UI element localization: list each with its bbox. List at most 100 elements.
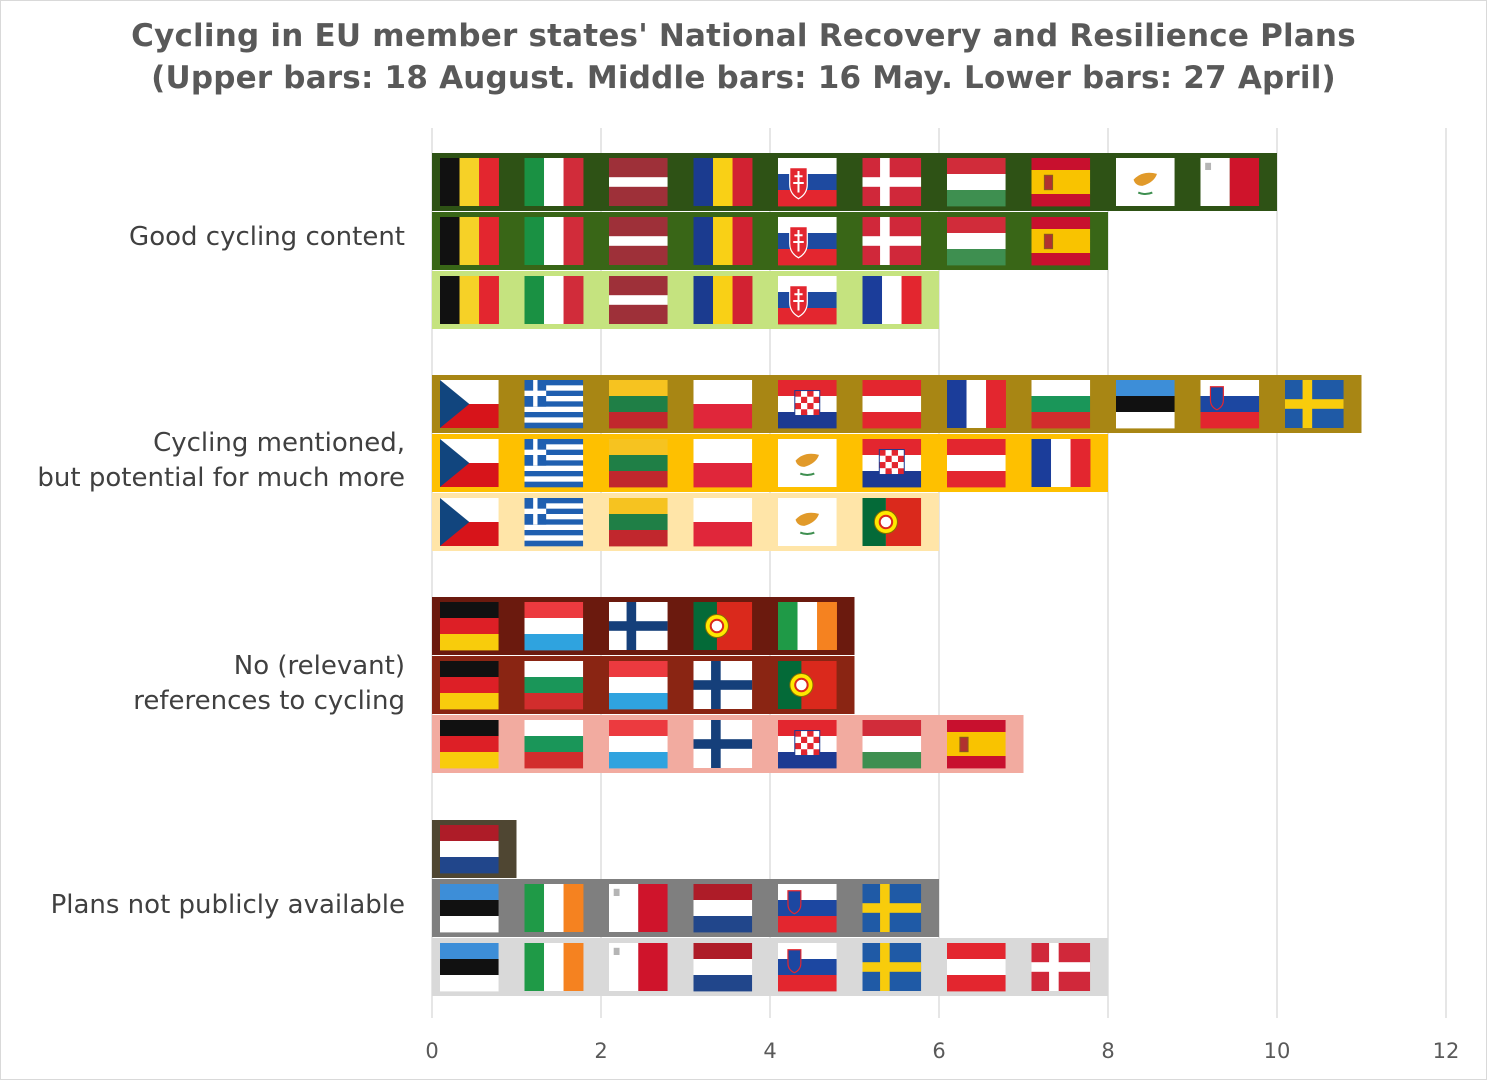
flag-mt-icon bbox=[1200, 158, 1260, 206]
flag-hu-icon bbox=[862, 720, 922, 769]
category-label-line: references to cycling bbox=[133, 686, 405, 716]
flag-sk-icon bbox=[778, 217, 837, 266]
flag-cz-icon bbox=[440, 498, 499, 546]
flag-cz-icon bbox=[440, 380, 499, 428]
flag-fi-icon bbox=[693, 661, 753, 709]
category-label-not-available: Plans not publicly available bbox=[51, 888, 405, 923]
flag-hr-icon bbox=[778, 380, 837, 429]
flag-nl-icon bbox=[440, 825, 499, 874]
flag-lu-icon bbox=[524, 602, 584, 651]
flag-nl-icon bbox=[693, 884, 753, 933]
flag-it-icon bbox=[524, 276, 584, 324]
x-tick-label: 2 bbox=[594, 1039, 607, 1063]
flag-ie-icon bbox=[778, 602, 837, 650]
flag-lt-icon bbox=[609, 380, 668, 429]
flag-cz-icon bbox=[440, 439, 499, 487]
category-label-mentioned: Cycling mentioned, but potential for much… bbox=[37, 426, 405, 496]
x-tick-label: 0 bbox=[425, 1039, 438, 1063]
flag-be-icon bbox=[440, 276, 499, 324]
flag-cy-icon bbox=[1116, 158, 1175, 206]
flag-ro-icon bbox=[693, 158, 753, 206]
flag-es-icon bbox=[1031, 217, 1091, 266]
category-label-line: No (relevant) bbox=[233, 651, 405, 681]
chart-title: Cycling in EU member states' National Re… bbox=[131, 18, 1356, 54]
flag-fr-icon bbox=[862, 276, 922, 324]
x-tick-label: 12 bbox=[1433, 1039, 1460, 1063]
flag-si-icon bbox=[778, 943, 837, 992]
flag-ro-icon bbox=[693, 217, 753, 265]
x-tick-label: 6 bbox=[932, 1039, 945, 1063]
flag-fr-icon bbox=[947, 380, 1006, 428]
flag-lt-icon bbox=[609, 439, 668, 488]
flag-lu-icon bbox=[609, 661, 668, 710]
flag-hr-icon bbox=[862, 439, 922, 488]
flag-nl-icon bbox=[693, 943, 753, 992]
flag-es-icon bbox=[947, 720, 1006, 769]
flag-sk-icon bbox=[778, 158, 837, 207]
bar bbox=[432, 493, 939, 551]
bar bbox=[432, 271, 939, 329]
flag-si-icon bbox=[778, 884, 837, 933]
flag-es-icon bbox=[1031, 158, 1091, 207]
flag-pl-icon bbox=[693, 498, 753, 547]
flag-hu-icon bbox=[947, 158, 1006, 207]
flag-bg-icon bbox=[524, 661, 584, 710]
flag-ee-icon bbox=[1116, 380, 1175, 429]
flag-ie-icon bbox=[524, 943, 584, 991]
flag-ro-icon bbox=[693, 276, 753, 324]
flag-bg-icon bbox=[524, 720, 584, 769]
flag-de-icon bbox=[440, 720, 499, 769]
flag-it-icon bbox=[524, 217, 584, 265]
flag-de-icon bbox=[440, 661, 499, 710]
flag-be-icon bbox=[440, 158, 499, 206]
x-tick-label: 10 bbox=[1264, 1039, 1291, 1063]
bar bbox=[432, 879, 939, 937]
flag-se-icon bbox=[1285, 380, 1344, 428]
flag-ee-icon bbox=[440, 943, 499, 992]
flag-lv-icon bbox=[609, 276, 668, 324]
flag-ee-icon bbox=[440, 884, 499, 933]
flag-lu-icon bbox=[609, 720, 668, 769]
category-label-good: Good cycling content bbox=[129, 220, 405, 255]
flag-pl-icon bbox=[693, 380, 753, 429]
flag-dk-icon bbox=[862, 158, 922, 206]
flag-mt-icon bbox=[609, 943, 668, 991]
flag-pt-icon bbox=[862, 498, 922, 546]
category-label-line: but potential for much more bbox=[37, 463, 405, 493]
flag-fi-icon bbox=[609, 602, 668, 650]
flag-gr-icon bbox=[524, 439, 584, 488]
flag-pt-icon bbox=[778, 661, 837, 709]
flag-mt-icon bbox=[609, 884, 668, 932]
flag-lt-icon bbox=[609, 498, 668, 547]
flag-si-icon bbox=[1200, 380, 1260, 429]
flag-dk-icon bbox=[1031, 943, 1091, 991]
x-tick-label: 4 bbox=[763, 1039, 776, 1063]
category-label-line: Good cycling content bbox=[129, 222, 405, 252]
flag-dk-icon bbox=[862, 217, 922, 265]
flag-fi-icon bbox=[693, 720, 753, 768]
flag-gr-icon bbox=[524, 380, 584, 429]
flag-sk-icon bbox=[778, 276, 837, 325]
chart-subtitle: (Upper bars: 18 August. Middle bars: 16 … bbox=[151, 60, 1336, 96]
flag-fr-icon bbox=[1031, 439, 1091, 487]
flag-cy-icon bbox=[778, 439, 837, 487]
category-label-line: Cycling mentioned, bbox=[153, 428, 405, 458]
flag-lv-icon bbox=[609, 158, 668, 206]
flag-gr-icon bbox=[524, 498, 584, 547]
flag-pl-icon bbox=[693, 439, 753, 488]
flag-hr-icon bbox=[778, 720, 837, 769]
flag-se-icon bbox=[862, 943, 922, 991]
x-tick-label: 8 bbox=[1101, 1039, 1114, 1063]
flag-bg-icon bbox=[1031, 380, 1091, 429]
category-label-line: Plans not publicly available bbox=[50, 890, 405, 920]
flag-at-icon bbox=[947, 439, 1006, 488]
flag-ie-icon bbox=[524, 884, 584, 932]
flag-de-icon bbox=[440, 602, 499, 651]
flag-lv-icon bbox=[609, 217, 668, 265]
flag-hu-icon bbox=[947, 217, 1006, 266]
flag-it-icon bbox=[524, 158, 584, 206]
flag-pt-icon bbox=[693, 602, 753, 650]
flag-at-icon bbox=[862, 380, 922, 429]
flag-cy-icon bbox=[778, 498, 837, 546]
